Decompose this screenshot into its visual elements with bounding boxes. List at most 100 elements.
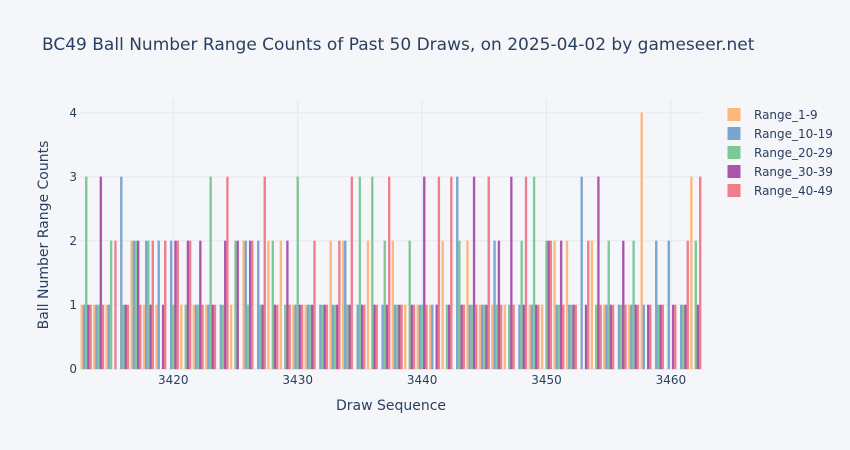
bar[interactable]: Range_20-29 3430: 3: [296, 176, 299, 370]
bar[interactable]: Range_20-29 3450: 2: [545, 240, 548, 370]
bar[interactable]: Range_30-39 3419: 1: [161, 304, 165, 370]
bar[interactable]: Range_40-49 3416: 1: [126, 304, 130, 370]
bar[interactable]: Range_20-29 3414: 1: [97, 304, 100, 370]
bar[interactable]: Range_20-29 3448: 2: [520, 240, 523, 370]
legend-item[interactable]: Range_20-29: [727, 146, 833, 160]
bar[interactable]: Range_30-39 3425: 2: [236, 240, 239, 370]
bar[interactable]: Range_1-9 3446: 1: [491, 304, 494, 370]
legend-item[interactable]: Range_40-49: [727, 184, 833, 198]
bar[interactable]: Range_20-29 3440: 1: [420, 304, 424, 370]
bar[interactable]: Range_10-19 3426: 2: [244, 240, 247, 370]
bar[interactable]: Range_1-9 3421: 1: [180, 304, 183, 370]
bar[interactable]: Range_40-49 3461: 2: [686, 240, 689, 370]
bar[interactable]: Range_20-29 3418: 2: [147, 240, 150, 370]
bar[interactable]: Range_40-49 3451: 1: [562, 304, 565, 370]
bar[interactable]: Range_20-29 3417: 2: [134, 240, 138, 370]
bar[interactable]: Range_1-9 3426: 2: [242, 240, 245, 370]
bar[interactable]: Range_40-49 3434: 3: [350, 176, 354, 370]
bar[interactable]: Range_40-49 3431: 2: [313, 240, 316, 370]
bar[interactable]: Range_10-19 3431: 1: [306, 304, 310, 370]
bar[interactable]: Range_20-29 3437: 2: [383, 240, 386, 370]
bar[interactable]: Range_30-39 3460: 1: [671, 304, 675, 370]
bar[interactable]: Range_20-29 3456: 1: [619, 304, 623, 370]
bar[interactable]: Range_1-9 3455: 1: [603, 304, 606, 370]
bar[interactable]: Range_10-19 3430: 1: [294, 304, 297, 370]
bar[interactable]: Range_30-39 3424: 2: [224, 240, 227, 370]
bar[interactable]: Range_20-29 3459: 1: [657, 304, 660, 370]
bar[interactable]: Range_30-39 3461: 1: [684, 304, 687, 370]
bar[interactable]: Range_40-49 3453: 2: [587, 240, 590, 370]
bar[interactable]: Range_10-19 3414: 1: [95, 304, 98, 370]
bar[interactable]: Range_40-49 3433: 2: [338, 240, 341, 370]
bar[interactable]: Range_30-39 3432: 1: [323, 304, 326, 370]
bar[interactable]: Range_40-49 3415: 2: [114, 240, 117, 370]
bar[interactable]: Range_1-9 3449: 1: [528, 304, 531, 370]
bar[interactable]: Range_20-29 3445: 1: [483, 304, 486, 370]
bar[interactable]: Range_20-29 3415: 2: [109, 240, 113, 370]
bar[interactable]: Range_40-49 3421: 2: [188, 240, 192, 370]
bar[interactable]: Range_10-19 3418: 2: [145, 240, 148, 370]
bar[interactable]: Range_1-9 3431: 1: [304, 304, 307, 370]
bar[interactable]: Range_40-49 3422: 1: [201, 304, 204, 370]
bar[interactable]: Range_40-49 3449: 1: [537, 304, 540, 370]
bar[interactable]: Range_30-39 3441: 1: [435, 304, 438, 370]
bar[interactable]: Range_30-39 3453: 1: [584, 304, 588, 370]
bar[interactable]: Range_1-9 3441: 1: [428, 304, 432, 370]
bar[interactable]: Range_40-49 3450: 2: [549, 240, 553, 370]
bar[interactable]: Range_20-29 3429: 1: [284, 304, 287, 370]
bar[interactable]: Range_20-29 3447: 1: [508, 304, 511, 370]
bar[interactable]: Range_10-19 3451: 1: [555, 304, 558, 370]
bar[interactable]: Range_10-19 3415: 1: [107, 304, 111, 370]
bar[interactable]: Range_20-29 3452: 1: [570, 304, 573, 370]
bar[interactable]: Range_10-19 3458: 1: [642, 304, 645, 370]
bar[interactable]: Range_30-39 3445: 1: [485, 304, 488, 370]
bar[interactable]: Range_10-19 3417: 2: [132, 240, 135, 370]
bar[interactable]: Range_30-39 3427: 1: [261, 304, 264, 370]
bar[interactable]: Range_40-49 3424: 3: [226, 176, 229, 370]
bar[interactable]: Range_1-9 3430: 1: [292, 304, 295, 370]
bar[interactable]: Range_40-49 3435: 1: [363, 304, 366, 370]
bar[interactable]: Range_30-39 3417: 2: [137, 240, 140, 370]
bar[interactable]: Range_10-19 3434: 2: [344, 240, 347, 370]
bar[interactable]: Range_40-49 3420: 2: [176, 240, 179, 370]
bar[interactable]: Range_10-19 3457: 1: [630, 304, 633, 370]
bar[interactable]: Range_20-29 3438: 1: [396, 304, 399, 370]
bar[interactable]: Range_30-39 3443: 1: [460, 304, 463, 370]
bar[interactable]: Range_20-29 3428: 2: [271, 240, 274, 370]
bar[interactable]: Range_1-9 3452: 2: [565, 240, 569, 370]
bar[interactable]: Range_1-9 3451: 2: [553, 240, 556, 370]
bar[interactable]: Range_30-39 3457: 1: [634, 304, 637, 370]
bar[interactable]: Range_40-49 3429: 1: [288, 304, 291, 370]
bar[interactable]: Range_10-19 3427: 2: [257, 240, 260, 370]
bar[interactable]: Range_10-19 3435: 1: [356, 304, 359, 370]
bar[interactable]: Range_10-19 3424: 1: [219, 304, 223, 370]
bar[interactable]: Range_30-39 3439: 1: [410, 304, 414, 370]
bar[interactable]: Range_40-49 3447: 1: [512, 304, 515, 370]
bar[interactable]: Range_40-49 3419: 2: [164, 240, 167, 370]
bar[interactable]: Range_10-19 3443: 3: [456, 176, 459, 370]
bar[interactable]: Range_20-29 3449: 3: [532, 176, 536, 370]
bar[interactable]: Range_40-49 3444: 1: [475, 304, 478, 370]
bar[interactable]: Range_30-39 3414: 3: [99, 176, 103, 370]
bar[interactable]: Range_30-39 3430: 1: [298, 304, 302, 370]
bar[interactable]: Range_20-29 3416: 1: [122, 304, 125, 370]
bar[interactable]: Range_40-49 3439: 1: [412, 304, 416, 370]
bar[interactable]: Range_30-39 3429: 2: [286, 240, 289, 370]
bar[interactable]: Range_30-39 3428: 1: [273, 304, 277, 370]
bar[interactable]: Range_20-29 3439: 2: [408, 240, 411, 370]
bar[interactable]: Range_40-49 3414: 1: [101, 304, 105, 370]
bar[interactable]: Range_30-39 3422: 2: [199, 240, 202, 370]
bar[interactable]: Range_30-39 3438: 1: [398, 304, 401, 370]
bar[interactable]: Range_1-9 3440: 1: [416, 304, 419, 370]
bar[interactable]: Range_10-19 3449: 1: [530, 304, 534, 370]
bar[interactable]: Range_40-49 3438: 1: [400, 304, 403, 370]
legend-item[interactable]: Range_1-9: [727, 108, 818, 122]
bar[interactable]: Range_1-9 3428: 2: [267, 240, 270, 370]
bar[interactable]: Range_40-49 3462: 3: [698, 176, 702, 370]
bar[interactable]: Range_40-49 3459: 1: [661, 304, 665, 370]
bar[interactable]: Range_20-29 3462: 2: [694, 240, 697, 370]
bar[interactable]: Range_30-39 3446: 2: [497, 240, 501, 370]
bar[interactable]: Range_40-49 3413: 1: [89, 304, 92, 370]
bar[interactable]: Range_30-39 3462: 1: [696, 304, 700, 370]
bar[interactable]: Range_1-9 3442: 2: [441, 240, 444, 370]
